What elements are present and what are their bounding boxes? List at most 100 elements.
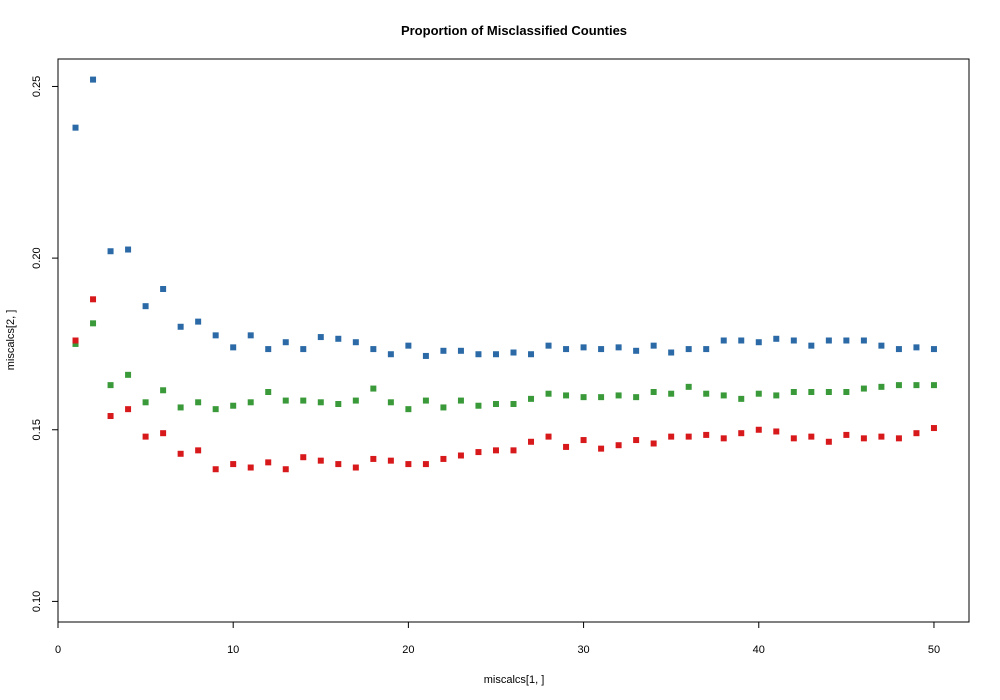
data-point: [633, 347, 640, 354]
data-point: [913, 344, 920, 351]
data-point: [265, 459, 272, 466]
data-point: [650, 388, 657, 395]
data-point: [633, 437, 640, 444]
data-point: [160, 387, 167, 394]
data-point: [545, 342, 552, 349]
y-tick-label: 0.20: [31, 247, 43, 268]
data-point: [90, 76, 97, 83]
data-point: [352, 339, 359, 346]
data-point: [230, 344, 237, 351]
y-tick-label: 0.15: [31, 419, 43, 440]
data-point: [265, 346, 272, 353]
data-point: [107, 248, 114, 255]
data-point: [738, 337, 745, 344]
data-point: [282, 466, 289, 473]
data-point: [457, 397, 464, 404]
data-point: [650, 342, 657, 349]
data-point: [633, 394, 640, 401]
data-point: [510, 447, 517, 454]
data-point: [107, 382, 114, 389]
data-point: [125, 406, 132, 413]
data-point: [230, 461, 237, 468]
data-point: [422, 352, 429, 359]
data-point: [370, 385, 377, 392]
data-point: [580, 394, 587, 401]
data-point: [843, 337, 850, 344]
data-point: [615, 392, 622, 399]
data-point: [195, 447, 202, 454]
plot-area-frame: [57, 58, 970, 623]
y-axis: 0.10 0.15 0.20 0.25: [31, 76, 59, 612]
data-point: [352, 464, 359, 471]
data-point: [265, 388, 272, 395]
data-point: [930, 346, 937, 353]
data-point: [177, 404, 184, 411]
data-point: [790, 388, 797, 395]
data-point: [352, 397, 359, 404]
data-point: [142, 399, 149, 406]
data-point: [930, 382, 937, 389]
data-point: [72, 340, 79, 347]
data-point: [563, 392, 570, 399]
data-point: [755, 426, 762, 433]
data-point: [177, 450, 184, 457]
data-point: [90, 296, 97, 303]
data-point: [370, 455, 377, 462]
data-point: [720, 392, 727, 399]
data-point: [773, 392, 780, 399]
data-point: [247, 332, 254, 339]
data-point: [475, 402, 482, 409]
data-point: [212, 332, 219, 339]
data-point: [843, 388, 850, 395]
data-point: [773, 335, 780, 342]
data-point: [580, 437, 587, 444]
data-point: [160, 430, 167, 437]
data-point: [422, 397, 429, 404]
data-point: [125, 246, 132, 253]
data-point: [282, 339, 289, 346]
data-point: [72, 124, 79, 131]
data-point: [247, 399, 254, 406]
data-point: [878, 342, 885, 349]
data-point: [510, 401, 517, 408]
data-point: [212, 466, 219, 473]
data-point: [107, 413, 114, 420]
data-point: [335, 335, 342, 342]
series-3: [72, 296, 937, 473]
data-point: [825, 388, 832, 395]
x-tick-label: 50: [928, 644, 940, 656]
data-point: [843, 431, 850, 438]
chart-title: Proportion of Misclassified Counties: [401, 23, 627, 38]
data-point: [440, 455, 447, 462]
x-tick-label: 0: [55, 644, 61, 656]
data-point: [650, 440, 657, 447]
x-axis-label: miscalcs[1, ]: [484, 674, 545, 686]
data-point: [475, 449, 482, 456]
data-point: [913, 430, 920, 437]
data-point: [685, 433, 692, 440]
data-point: [510, 349, 517, 356]
data-point: [808, 388, 815, 395]
data-point: [440, 404, 447, 411]
data-point: [492, 351, 499, 358]
data-point: [545, 433, 552, 440]
data-point: [405, 461, 412, 468]
data-point: [860, 435, 867, 442]
data-point: [195, 399, 202, 406]
data-point: [738, 430, 745, 437]
series-1: [72, 76, 937, 359]
data-point: [878, 383, 885, 390]
data-point: [282, 397, 289, 404]
data-point: [195, 318, 202, 325]
x-tick-label: 30: [577, 644, 589, 656]
data-point: [317, 334, 324, 341]
data-point: [668, 349, 675, 356]
data-point: [300, 454, 307, 461]
data-point: [580, 344, 587, 351]
x-axis: 0 10 20 30 40 50: [55, 621, 940, 656]
data-point: [142, 433, 149, 440]
y-axis-label: miscalcs[2, ]: [5, 310, 17, 371]
data-point: [895, 346, 902, 353]
data-point: [528, 438, 535, 445]
